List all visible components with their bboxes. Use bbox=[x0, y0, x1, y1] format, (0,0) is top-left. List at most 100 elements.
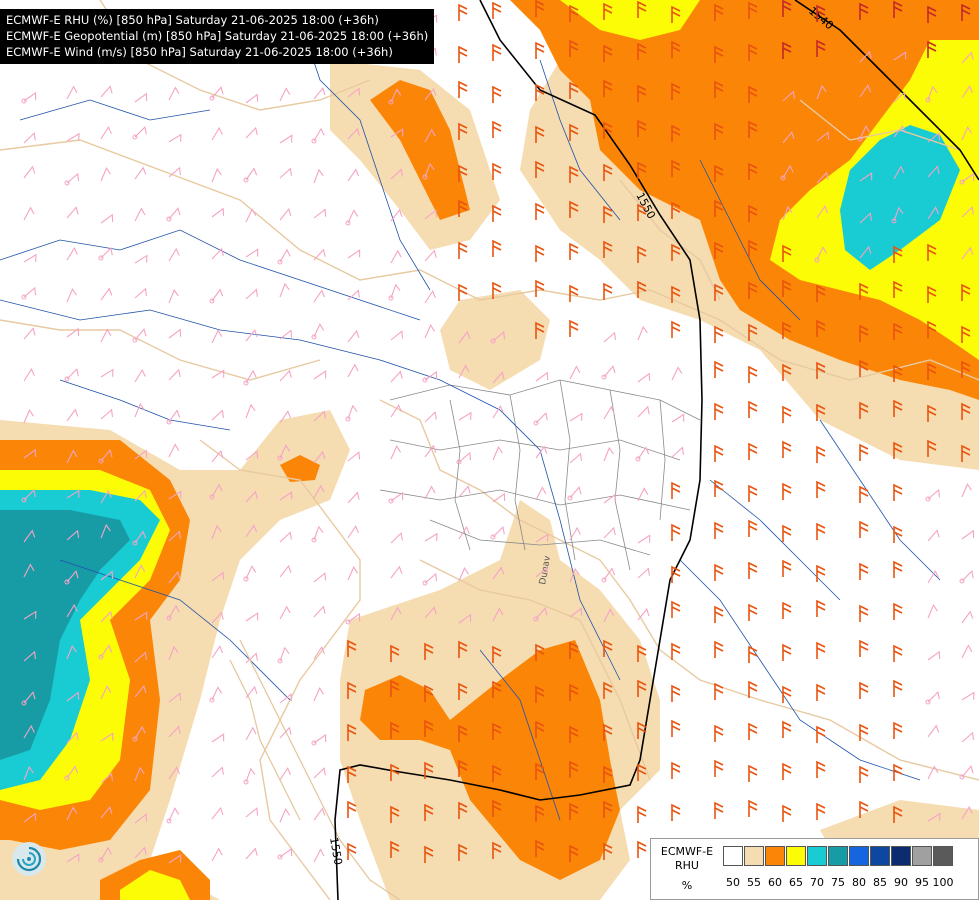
wind-barb bbox=[569, 641, 579, 659]
calm-wind-marker bbox=[311, 740, 317, 746]
wind-barb bbox=[927, 569, 939, 584]
wind-barb bbox=[859, 172, 873, 182]
wind-barb bbox=[100, 644, 113, 658]
wind-barb bbox=[390, 763, 400, 781]
title-line-geopotential: ECMWF-E Geopotential (m) [850 hPa] Satur… bbox=[6, 29, 429, 43]
wind-barb bbox=[279, 167, 292, 179]
wind-barb bbox=[23, 529, 36, 543]
wind-barb bbox=[748, 561, 758, 579]
wind-barb bbox=[569, 526, 581, 541]
wind-barb bbox=[714, 199, 724, 217]
wind-barb bbox=[893, 206, 904, 222]
calm-wind-marker bbox=[243, 576, 249, 582]
wind-barb bbox=[535, 279, 545, 297]
wind-barb bbox=[279, 248, 291, 263]
wind-barb bbox=[748, 323, 758, 341]
wind-barb bbox=[168, 247, 180, 262]
wind-barb bbox=[390, 644, 400, 662]
wind-barb bbox=[748, 43, 758, 61]
calm-wind-marker bbox=[64, 376, 70, 382]
wind-barb bbox=[168, 766, 181, 780]
wind-barb bbox=[245, 524, 258, 538]
wind-barb bbox=[66, 603, 78, 618]
wind-barb bbox=[893, 483, 903, 501]
wind-barb bbox=[782, 279, 792, 297]
wind-barb bbox=[100, 523, 111, 539]
wind-barb bbox=[313, 127, 325, 142]
wind-barb bbox=[313, 208, 327, 219]
wind-barb bbox=[927, 5, 937, 23]
wind-barb bbox=[637, 446, 650, 460]
wind-barb bbox=[313, 370, 327, 380]
wind-barb bbox=[100, 246, 113, 259]
wind-barb bbox=[782, 41, 792, 59]
wind-barb bbox=[961, 206, 974, 218]
wind-barb bbox=[458, 640, 468, 658]
wind-barb bbox=[168, 604, 180, 619]
calm-wind-marker bbox=[533, 420, 539, 426]
wind-barb bbox=[927, 85, 938, 101]
wind-barb bbox=[424, 803, 434, 821]
legend-tick-label: 75 bbox=[831, 876, 845, 889]
wind-barb bbox=[671, 5, 681, 23]
wind-barb bbox=[603, 205, 613, 223]
legend-tick-label: 90 bbox=[894, 876, 908, 889]
wind-barb bbox=[893, 679, 903, 697]
wind-barb bbox=[816, 319, 826, 337]
wind-barb bbox=[492, 330, 506, 342]
wind-barb bbox=[313, 572, 327, 583]
wind-barbs bbox=[21, 0, 975, 864]
calm-wind-marker bbox=[422, 174, 428, 180]
wind-barb bbox=[23, 165, 36, 179]
wind-barb bbox=[603, 79, 613, 97]
wind-barb bbox=[637, 840, 647, 858]
wind-barb bbox=[927, 320, 937, 338]
wind-barb bbox=[816, 84, 827, 100]
wind-barb bbox=[390, 445, 402, 460]
wind-barb bbox=[424, 209, 438, 220]
wind-barb bbox=[714, 640, 724, 658]
calm-wind-marker bbox=[959, 578, 965, 584]
wind-barb bbox=[893, 245, 903, 263]
calm-wind-marker bbox=[601, 577, 607, 583]
wind-barb bbox=[245, 369, 257, 384]
wind-barb bbox=[458, 801, 468, 819]
wind-barb bbox=[279, 564, 292, 578]
wind-barb bbox=[961, 85, 973, 99]
wind-barb bbox=[458, 566, 469, 582]
wind-barb bbox=[279, 531, 292, 543]
wind-barb bbox=[23, 327, 36, 340]
legend-swatches bbox=[723, 846, 954, 866]
wind-barb bbox=[782, 559, 792, 577]
legend-tick-label: 100 bbox=[932, 876, 954, 889]
wind-barb bbox=[424, 411, 437, 423]
wind-barb bbox=[23, 812, 37, 823]
wind-barb bbox=[714, 45, 724, 63]
calm-wind-marker bbox=[132, 134, 138, 140]
calm-wind-marker bbox=[21, 294, 27, 300]
wind-barb bbox=[66, 731, 79, 744]
wind-barb bbox=[492, 841, 502, 859]
wind-barb bbox=[782, 244, 792, 262]
wind-barb bbox=[390, 88, 402, 103]
wind-barb bbox=[23, 286, 37, 298]
calm-wind-marker bbox=[98, 255, 104, 261]
wind-barb bbox=[279, 646, 290, 662]
wind-barb bbox=[168, 807, 180, 822]
wind-barb bbox=[603, 240, 613, 258]
calm-wind-marker bbox=[388, 295, 394, 301]
wind-barb bbox=[816, 39, 826, 57]
wind-barb bbox=[603, 121, 613, 139]
wind-barb bbox=[859, 562, 869, 580]
wind-barb bbox=[535, 607, 548, 620]
wind-barb bbox=[100, 570, 114, 581]
wind-barb bbox=[390, 721, 400, 739]
wind-barb bbox=[671, 565, 681, 583]
wind-barb bbox=[134, 564, 146, 579]
wind-barb bbox=[603, 365, 616, 378]
wind-barb bbox=[390, 532, 403, 544]
contour-label-1550-south: 1550 bbox=[327, 836, 345, 866]
wind-barb bbox=[748, 519, 758, 537]
wind-barb bbox=[671, 481, 681, 499]
wind-barb bbox=[390, 840, 400, 858]
